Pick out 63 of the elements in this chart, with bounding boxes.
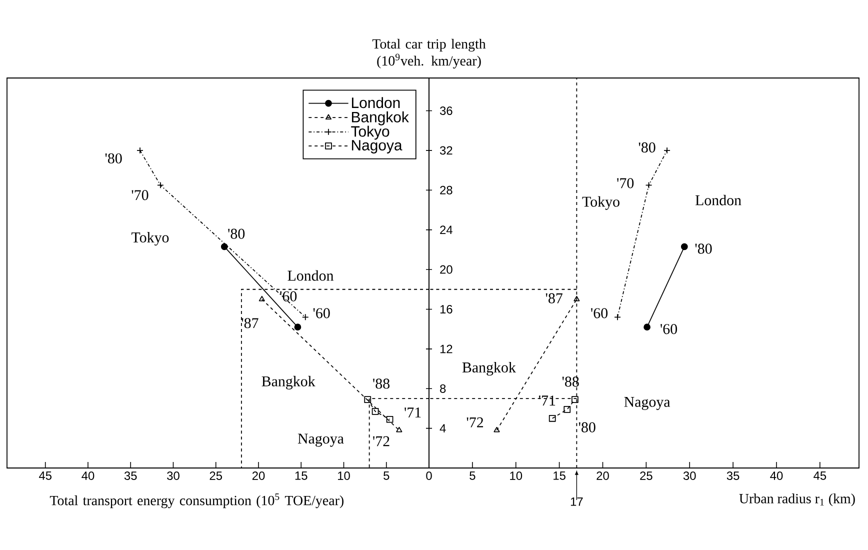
annotation: '70: [132, 190, 148, 200]
annotation: '80: [578, 422, 596, 432]
x-tick-label: 30: [683, 472, 696, 480]
annotation: '72: [466, 417, 484, 428]
annotation: London: [288, 270, 334, 281]
y-tick-label: 8: [440, 384, 446, 393]
y-tick-label: 24: [440, 226, 452, 234]
annotation: '87: [546, 293, 562, 304]
x-tick-label: 25: [210, 472, 222, 480]
annotation: '80: [228, 228, 245, 239]
y-tick-label: 32: [440, 146, 452, 155]
annotation: '70: [617, 178, 634, 188]
annotation: Tokyo: [132, 232, 169, 246]
y-tick-label: 16: [440, 304, 452, 314]
x-tick-label: 20: [596, 472, 609, 480]
x-tick-label: 45: [814, 472, 826, 480]
x-tick-label: 25: [640, 472, 652, 480]
x-tick-label: 35: [726, 472, 740, 480]
x-tick-label: 40: [82, 472, 94, 480]
y-axis-title: Total car trip length (10$^{9}$veh. km/year): [372, 38, 486, 68]
annotation: '60: [591, 308, 608, 318]
x-axis-title: Total transport energy consumption (10$^{5}$ TOE/year): [50, 494, 344, 508]
legend-label: Nagoya: [352, 140, 402, 154]
annotation: '80: [695, 244, 712, 254]
annotation: '87: [242, 318, 258, 328]
annotation: '88: [373, 378, 390, 389]
x-tick-label: 0: [426, 472, 432, 480]
y-tick-label: 28: [440, 186, 452, 194]
annotation: Nagoya: [298, 434, 344, 447]
annotation: '60: [313, 308, 330, 318]
x-tick-label: 40: [770, 472, 783, 480]
x-tick-label: 10: [510, 472, 522, 480]
y-tick-label: 36: [440, 106, 452, 115]
annotation: Nagoya: [624, 396, 670, 410]
annotation: '72: [373, 436, 390, 446]
annotation: London: [695, 194, 742, 206]
x-tick-label: 20: [252, 472, 265, 480]
y-tick-label: 12: [440, 344, 452, 354]
ref-line-label: 17: [570, 498, 583, 506]
annotation: '71: [538, 396, 556, 406]
x-tick-label: 45: [38, 472, 52, 480]
x-tick-label: 35: [124, 472, 137, 480]
annotation: '60: [660, 324, 678, 334]
legend-label: Tokyo: [351, 126, 390, 140]
x-tick-label: 10: [338, 472, 350, 480]
x-tick-label: 30: [167, 472, 180, 480]
legend-label: London: [352, 97, 400, 108]
x-tick-label: 5: [470, 472, 476, 480]
annotation: Bangkok: [462, 362, 516, 376]
annotation: '80: [105, 153, 122, 164]
x-tick-label: 15: [295, 472, 308, 480]
x-axis-title: Urban radius r$_{1}$ (km): [739, 494, 855, 506]
x-tick-label: 5: [384, 472, 390, 480]
legend-label: Bangkok: [352, 111, 409, 126]
annotation: Tokyo: [582, 196, 620, 210]
annotation: '80: [638, 142, 656, 152]
annotation: '88: [562, 376, 579, 387]
y-tick-label: 4: [440, 424, 446, 432]
x-tick-label: 15: [554, 472, 566, 480]
annotation: '60: [280, 291, 297, 302]
annotation: Bangkok: [262, 376, 316, 390]
y-tick-label: 20: [440, 265, 452, 274]
annotation: '71: [404, 408, 421, 418]
